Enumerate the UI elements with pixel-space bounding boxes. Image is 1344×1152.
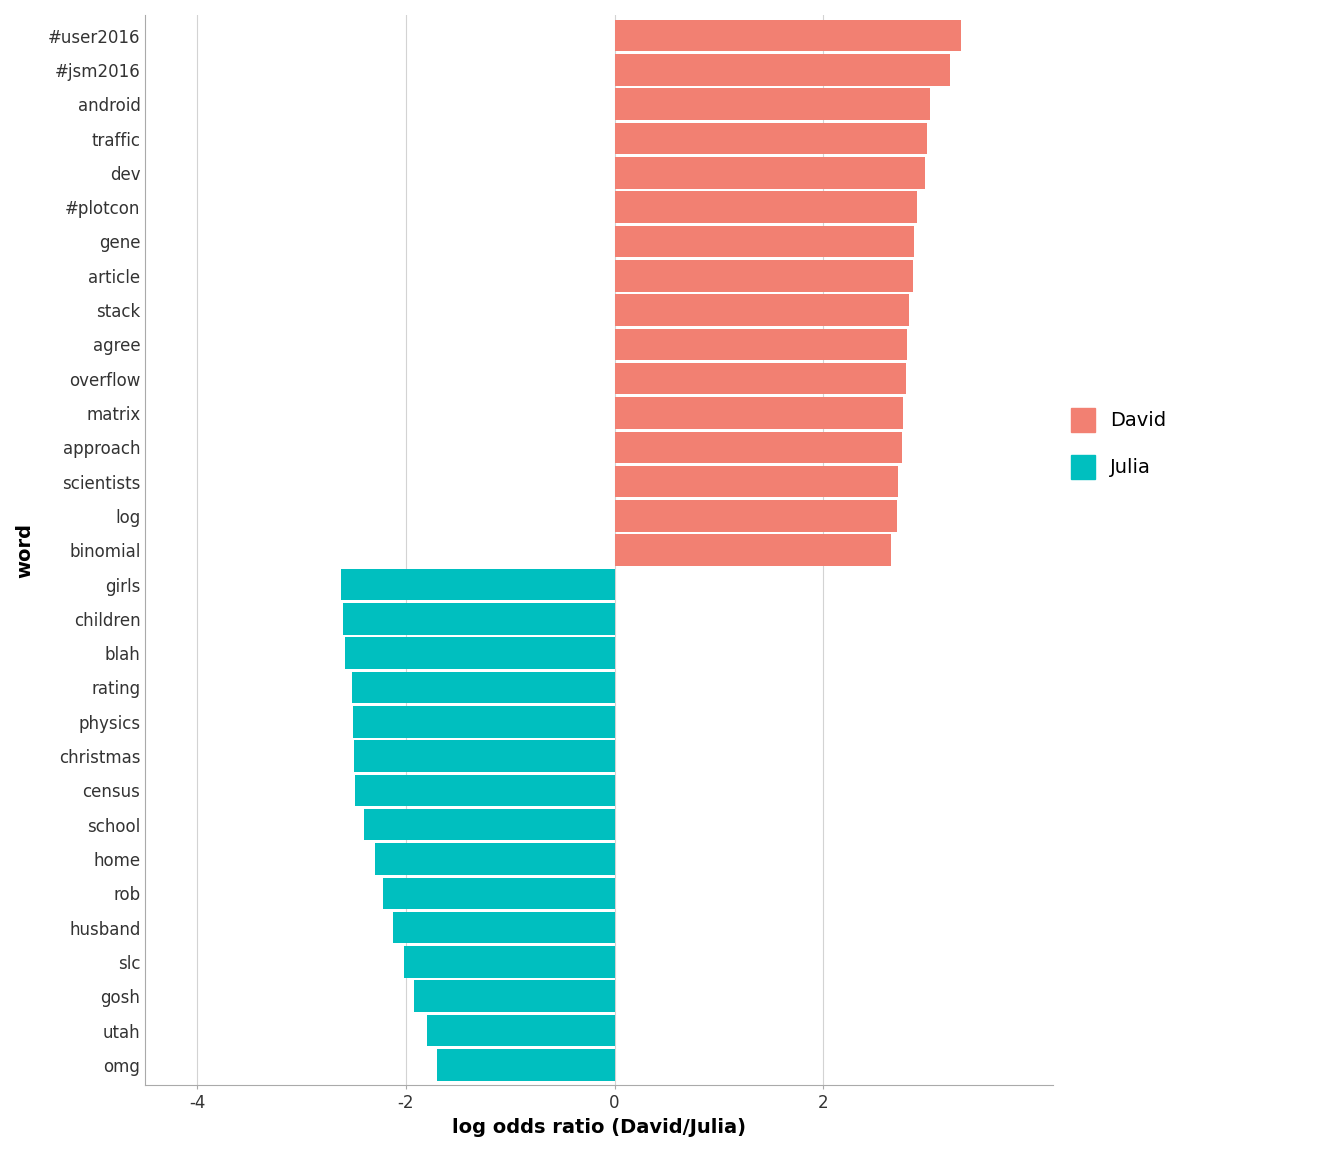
Bar (614, 294, 909, 326)
Bar (344, 602, 614, 635)
Bar (352, 672, 614, 703)
Y-axis label: word: word (15, 523, 34, 577)
Bar (341, 569, 614, 600)
Bar (614, 191, 917, 222)
Bar (364, 809, 614, 841)
Bar (614, 89, 930, 120)
Bar (614, 500, 898, 532)
Bar (614, 54, 950, 85)
Bar (405, 946, 614, 978)
Bar (355, 774, 614, 806)
Bar (437, 1049, 614, 1081)
Bar (614, 363, 906, 394)
Bar (614, 226, 914, 257)
Bar (353, 741, 614, 772)
Bar (614, 20, 961, 52)
Bar (614, 397, 903, 429)
Bar (427, 1015, 614, 1046)
Bar (375, 843, 614, 874)
Bar (614, 328, 907, 361)
Bar (614, 465, 898, 498)
Bar (352, 706, 614, 737)
X-axis label: log odds ratio (David/Julia): log odds ratio (David/Julia) (452, 1117, 746, 1137)
Bar (614, 535, 891, 566)
Bar (614, 432, 902, 463)
Bar (614, 260, 913, 291)
Bar (614, 123, 927, 154)
Bar (383, 878, 614, 909)
Bar (345, 637, 614, 669)
Legend: David, Julia: David, Julia (1071, 408, 1167, 478)
Bar (394, 912, 614, 943)
Bar (614, 157, 925, 189)
Bar (414, 980, 614, 1011)
